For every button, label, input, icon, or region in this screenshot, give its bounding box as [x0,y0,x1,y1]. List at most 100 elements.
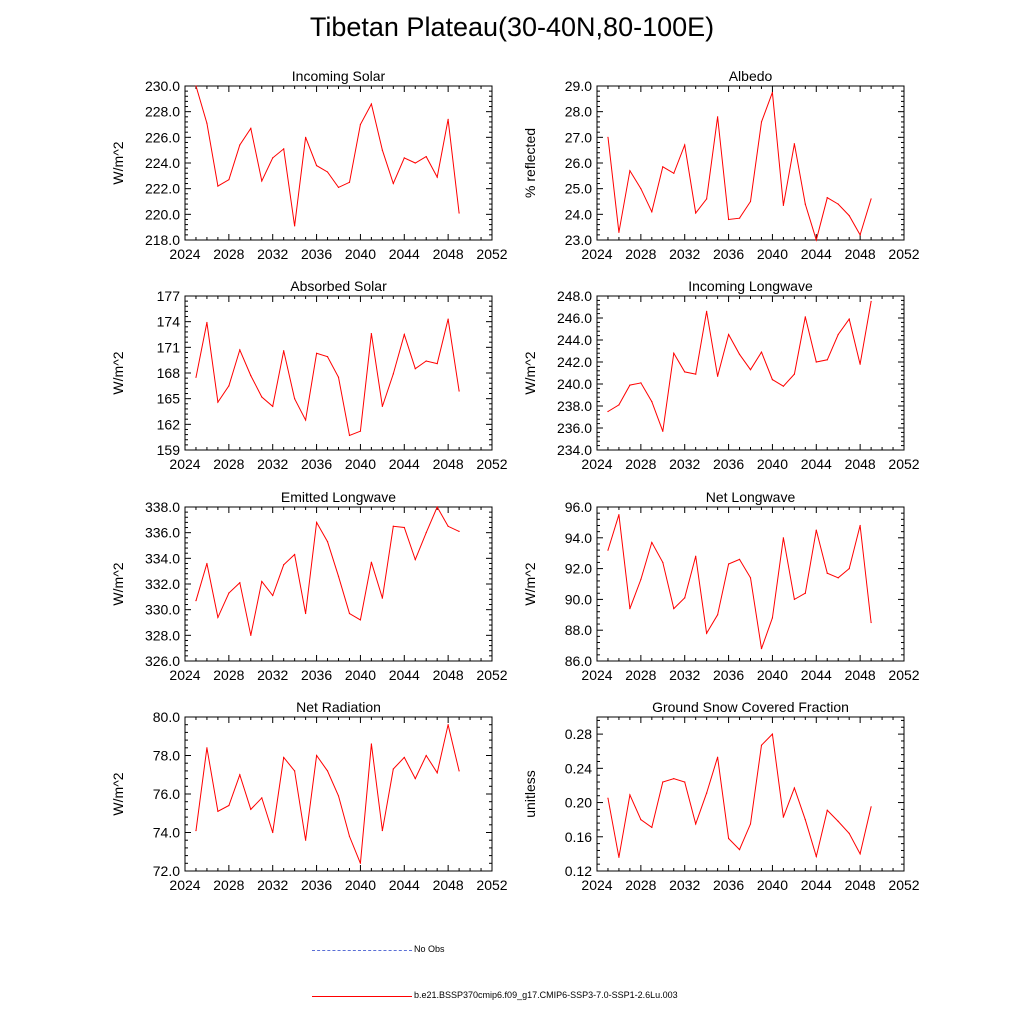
data-point [272,831,274,834]
y-tick-label: 330.0 [145,602,180,618]
y-axis-label: W/m^2 [110,562,126,605]
data-point [337,376,340,378]
data-point [738,849,741,851]
x-tick-label: 2032 [669,456,700,472]
x-tick-label: 2052 [476,246,507,262]
data-point [640,382,642,384]
y-tick-label: 326.0 [145,653,180,669]
y-tick-label: 242.0 [557,354,592,370]
plot-frame [596,295,905,451]
data-point [315,352,318,354]
data-point [206,747,208,749]
x-tick-label: 2048 [433,667,464,683]
x-tick-label: 2028 [625,246,656,262]
y-tick-label: 25.0 [565,181,592,197]
x-tick-label: 2024 [169,246,200,262]
panel-title: Emitted Longwave [281,489,396,505]
data-point [294,553,296,556]
y-tick-label: 26.0 [565,155,592,171]
data-point [673,608,675,610]
data-point [370,103,372,105]
y-tick-label: 92.0 [565,561,592,577]
x-tick-label: 2052 [888,456,919,472]
data-point [782,816,784,818]
data-point [706,310,708,312]
data-point [447,318,449,320]
data-point [239,144,241,146]
data-point [815,239,817,241]
x-tick-label: 2040 [757,246,788,262]
data-point [717,756,719,758]
data-point [425,754,427,757]
data-point [250,127,252,129]
data-point [629,384,631,386]
data-point [403,157,405,159]
data-point [195,376,197,378]
data-point [250,634,252,636]
x-tick-label: 2028 [625,456,656,472]
data-point [640,819,642,821]
x-tick-label: 2048 [433,877,464,893]
data-point [662,166,664,168]
data-point [326,171,329,173]
y-tick-label: 72.0 [153,863,180,879]
data-point [695,555,697,557]
x-tick-label: 2024 [169,667,200,683]
panel: Absorbed Solar W/m^2 2024 2028 2032 2036 2040 2… [110,278,508,472]
data-point [239,774,241,776]
data-point [662,561,664,564]
x-tick-label: 2032 [257,667,288,683]
x-tick-label: 2036 [713,456,744,472]
data-point [414,162,416,164]
x-tick-label: 2036 [301,456,332,472]
y-tick-label: 0.16 [565,829,592,845]
data-point [392,768,394,770]
data-point [217,810,219,812]
data-point [640,578,642,580]
data-point [673,352,675,354]
panel-title: Ground Snow Covered Fraction [652,699,849,715]
data-point [458,530,460,532]
data-point [760,351,763,353]
data-point [738,353,741,355]
data-point [749,369,752,371]
x-tick-label: 2032 [669,667,700,683]
data-point [403,756,405,759]
data-point [447,724,449,726]
x-tick-label: 2032 [257,456,288,472]
data-point [749,577,752,579]
y-axis-label: W/m^2 [522,562,538,605]
data-point [272,157,274,159]
plot-frame [184,716,493,872]
data-point [727,333,730,336]
data-point [771,617,774,619]
x-tick-label: 2032 [257,877,288,893]
data-point [804,819,806,821]
plot-frame [184,295,493,451]
data-point [315,164,318,167]
y-tick-label: 27.0 [565,129,592,145]
data-point [651,541,653,544]
data-point [804,203,806,205]
data-point [618,856,620,858]
data-point [804,316,806,318]
x-tick-label: 2028 [213,456,244,472]
x-tick-label: 2044 [801,667,832,683]
data-point [815,529,817,531]
data-point [629,794,631,796]
data-point [250,374,252,377]
data-point [283,148,285,150]
x-tick-label: 2036 [301,667,332,683]
data-point [684,781,686,783]
x-tick-label: 2032 [257,246,288,262]
plot-frame [184,85,493,241]
x-tick-label: 2052 [476,877,507,893]
x-tick-label: 2040 [345,456,376,472]
x-tick-label: 2036 [713,667,744,683]
y-tick-label: 332.0 [145,576,180,592]
data-point [217,616,219,618]
data-point [727,837,730,840]
panel: Incoming Longwave W/m^2 2024 2028 2032 2036 20… [522,278,920,472]
x-tick-label: 2028 [213,877,244,893]
data-point [217,401,219,403]
